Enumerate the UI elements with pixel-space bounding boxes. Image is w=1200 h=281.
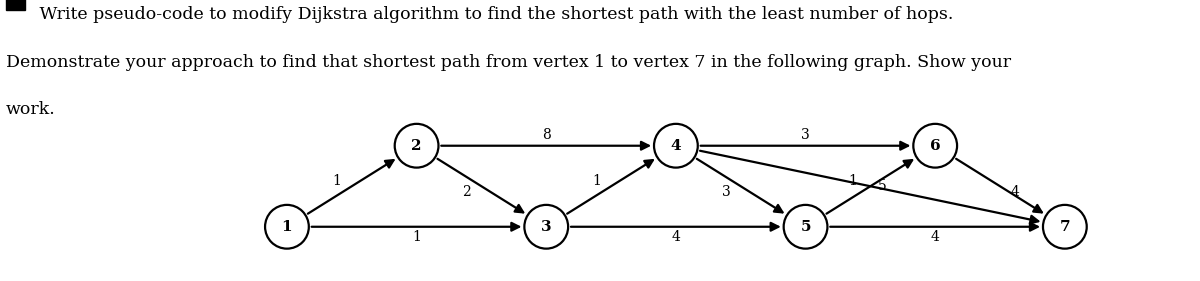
Text: 4: 4: [1010, 185, 1019, 199]
Text: 5: 5: [878, 179, 887, 193]
Circle shape: [913, 124, 958, 167]
Text: 4: 4: [671, 139, 682, 153]
Text: Write pseudo-code to modify Dijkstra algorithm to find the shortest path with th: Write pseudo-code to modify Dijkstra alg…: [34, 6, 953, 22]
Circle shape: [1043, 205, 1087, 249]
Circle shape: [784, 205, 828, 249]
Text: 6: 6: [930, 139, 941, 153]
Text: Demonstrate your approach to find that shortest path from vertex 1 to vertex 7 i: Demonstrate your approach to find that s…: [6, 54, 1012, 71]
Text: 1: 1: [848, 174, 857, 188]
Text: 1: 1: [412, 230, 421, 244]
Text: 8: 8: [542, 128, 551, 142]
Text: 1: 1: [592, 174, 601, 188]
Text: 4: 4: [931, 230, 940, 244]
Circle shape: [654, 124, 697, 167]
Text: 2: 2: [412, 139, 422, 153]
Text: 4: 4: [672, 230, 680, 244]
Circle shape: [524, 205, 568, 249]
Text: work.: work.: [6, 101, 55, 118]
Text: 1: 1: [332, 174, 342, 188]
Circle shape: [395, 124, 438, 167]
Text: 3: 3: [541, 220, 552, 234]
Text: 1: 1: [282, 220, 293, 234]
Bar: [6, 0, 25, 10]
Text: 3: 3: [802, 128, 810, 142]
Circle shape: [265, 205, 308, 249]
Text: 5: 5: [800, 220, 811, 234]
Text: 3: 3: [721, 185, 731, 199]
Text: 7: 7: [1060, 220, 1070, 234]
Text: 2: 2: [462, 185, 472, 199]
